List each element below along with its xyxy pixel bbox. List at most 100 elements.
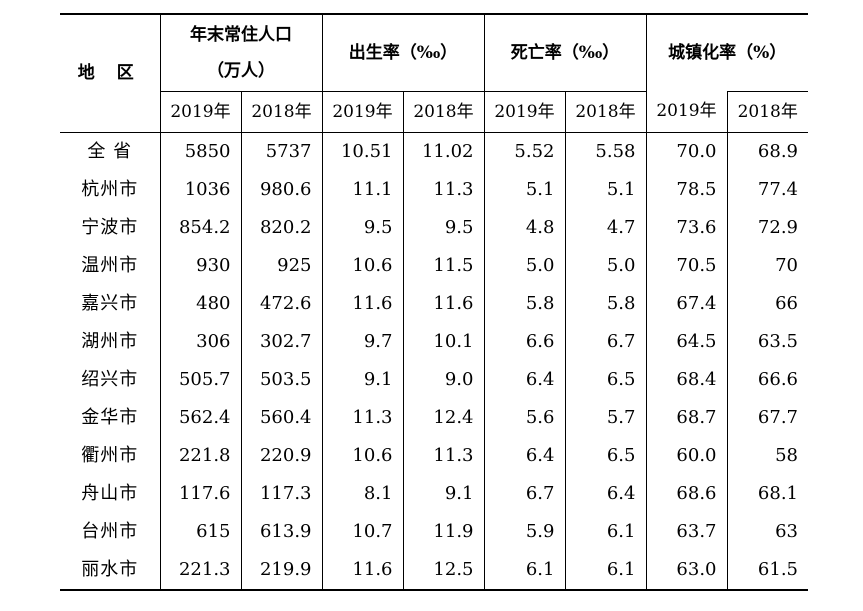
cell-death2018: 6.5 xyxy=(564,361,646,399)
cell-urban2019: 64.5 xyxy=(645,323,727,361)
cell-urban2019: 73.6 xyxy=(645,209,727,247)
cell-urban2019: 68.7 xyxy=(645,399,727,437)
cell-urban2018: 68.1 xyxy=(726,475,808,513)
cell-urban2018: 68.9 xyxy=(726,132,808,171)
cell-death2018: 4.7 xyxy=(564,209,646,247)
cell-pop2019: 306 xyxy=(159,323,241,361)
header-urban-2019: 2019年 xyxy=(645,91,727,133)
row-region: 金华市 xyxy=(81,407,139,428)
cell-birth2018: 11.3 xyxy=(402,437,484,475)
cell-birth2019: 10.6 xyxy=(321,247,403,285)
cell-urban2019: 67.4 xyxy=(645,285,727,323)
row-region: 衢州市 xyxy=(81,445,139,466)
cell-pop2018: 302.7 xyxy=(240,323,322,361)
cell-birth2018: 9.1 xyxy=(402,475,484,513)
cell-birth2019: 9.5 xyxy=(321,209,403,247)
cell-death2018: 6.1 xyxy=(564,551,646,591)
cell-urban2019: 78.5 xyxy=(645,171,727,209)
cell-urban2018: 58 xyxy=(726,437,808,475)
cell-urban2018: 66 xyxy=(726,285,808,323)
cell-birth2019: 11.3 xyxy=(321,399,403,437)
cell-pop2018: 219.9 xyxy=(240,551,322,591)
cell-birth2018: 9.5 xyxy=(402,209,484,247)
cell-pop2018: 5737 xyxy=(240,132,322,171)
table-row: 温州市 930 925 10.6 11.5 5.0 5.0 70.5 70 xyxy=(60,247,808,285)
header-birth-2018: 2018年 xyxy=(402,91,484,133)
cell-urban2018: 70 xyxy=(726,247,808,285)
cell-death2019: 6.6 xyxy=(483,323,565,361)
table-row: 台州市 615 613.9 10.7 11.9 5.9 6.1 63.7 63 xyxy=(60,513,808,551)
header-population-line1: 年末常住人口 xyxy=(190,25,292,45)
cell-urban2018: 72.9 xyxy=(726,209,808,247)
table-row: 嘉兴市 480 472.6 11.6 11.6 5.8 5.8 67.4 66 xyxy=(60,285,808,323)
table-row: 舟山市 117.6 117.3 8.1 9.1 6.7 6.4 68.6 68.1 xyxy=(60,475,808,513)
cell-birth2018: 9.0 xyxy=(402,361,484,399)
cell-birth2019: 10.7 xyxy=(321,513,403,551)
header-population-line2: （万人） xyxy=(207,61,275,81)
cell-death2018: 6.7 xyxy=(564,323,646,361)
cell-pop2018: 117.3 xyxy=(240,475,322,513)
cell-death2019: 6.7 xyxy=(483,475,565,513)
cell-pop2019: 854.2 xyxy=(159,209,241,247)
row-region: 绍兴市 xyxy=(81,369,139,390)
cell-birth2019: 11.1 xyxy=(321,171,403,209)
cell-pop2018: 560.4 xyxy=(240,399,322,437)
cell-birth2019: 9.7 xyxy=(321,323,403,361)
cell-birth2018: 11.6 xyxy=(402,285,484,323)
cell-birth2018: 11.9 xyxy=(402,513,484,551)
header-death-2019: 2019年 xyxy=(483,91,565,133)
table-row: 全 省 5850 5737 10.51 11.02 5.52 5.58 70.0 68.9 xyxy=(60,132,808,171)
cell-pop2018: 472.6 xyxy=(240,285,322,323)
cell-pop2019: 117.6 xyxy=(159,475,241,513)
cell-pop2018: 220.9 xyxy=(240,437,322,475)
cell-pop2019: 5850 xyxy=(159,132,241,171)
header-pop-2018: 2018年 xyxy=(240,91,322,133)
cell-birth2018: 11.5 xyxy=(402,247,484,285)
header-death-2018: 2018年 xyxy=(564,91,646,133)
cell-birth2019: 11.6 xyxy=(321,551,403,591)
cell-urban2019: 68.4 xyxy=(645,361,727,399)
header-urbanization: 城镇化率（%） xyxy=(645,13,808,92)
cell-death2019: 5.0 xyxy=(483,247,565,285)
row-region: 台州市 xyxy=(81,521,139,542)
cell-urban2018: 63 xyxy=(726,513,808,551)
table-row: 丽水市 221.3 219.9 11.6 12.5 6.1 6.1 63.0 61.5 xyxy=(60,551,808,591)
cell-urban2018: 67.7 xyxy=(726,399,808,437)
cell-pop2018: 925 xyxy=(240,247,322,285)
cell-urban2018: 63.5 xyxy=(726,323,808,361)
cell-birth2018: 11.3 xyxy=(402,171,484,209)
cell-death2019: 5.6 xyxy=(483,399,565,437)
header-pop-2019: 2019年 xyxy=(159,91,241,133)
cell-pop2019: 562.4 xyxy=(159,399,241,437)
row-region: 嘉兴市 xyxy=(81,293,139,314)
cell-urban2019: 68.6 xyxy=(645,475,727,513)
cell-urban2019: 60.0 xyxy=(645,437,727,475)
row-region: 杭州市 xyxy=(81,179,139,200)
cell-birth2018: 11.02 xyxy=(402,132,484,171)
table-row: 金华市 562.4 560.4 11.3 12.4 5.6 5.7 68.7 67.7 xyxy=(60,399,808,437)
cell-pop2019: 615 xyxy=(159,513,241,551)
cell-death2018: 5.0 xyxy=(564,247,646,285)
table-row: 绍兴市 505.7 503.5 9.1 9.0 6.4 6.5 68.4 66.6 xyxy=(60,361,808,399)
table-row: 湖州市 306 302.7 9.7 10.1 6.6 6.7 64.5 63.5 xyxy=(60,323,808,361)
table-body: 全 省 5850 5737 10.51 11.02 5.52 5.58 70.0 68.9 杭州市… xyxy=(60,132,808,591)
header-birth-rate: 出生率（‰） xyxy=(321,13,484,92)
row-region: 宁波市 xyxy=(81,217,139,238)
cell-death2019: 6.1 xyxy=(483,551,565,591)
statistics-table-container: 地 区 年末常住人口 （万人） 出生率（‰） 死亡率（‰） 城镇化率（%） 20… xyxy=(60,13,808,591)
cell-urban2018: 66.6 xyxy=(726,361,808,399)
cell-urban2018: 61.5 xyxy=(726,551,808,591)
cell-birth2018: 10.1 xyxy=(402,323,484,361)
cell-birth2019: 9.1 xyxy=(321,361,403,399)
cell-death2019: 5.9 xyxy=(483,513,565,551)
cell-urban2019: 63.0 xyxy=(645,551,727,591)
cell-urban2019: 70.5 xyxy=(645,247,727,285)
cell-birth2019: 11.6 xyxy=(321,285,403,323)
cell-death2018: 5.7 xyxy=(564,399,646,437)
cell-urban2019: 70.0 xyxy=(645,132,727,171)
cell-urban2018: 77.4 xyxy=(726,171,808,209)
header-region: 地 区 xyxy=(60,13,160,133)
row-region: 湖州市 xyxy=(81,331,139,352)
header-birth-2019: 2019年 xyxy=(321,91,403,133)
cell-birth2019: 8.1 xyxy=(321,475,403,513)
